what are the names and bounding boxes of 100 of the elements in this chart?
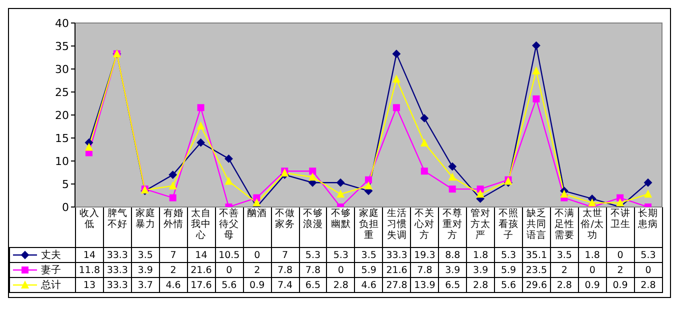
- point: [616, 198, 624, 206]
- data-label: 0: [243, 248, 272, 262]
- data-label: 21.6: [187, 262, 216, 278]
- data-label: 2.8: [466, 278, 495, 292]
- x-tick-label: 太世俗/太功: [578, 207, 606, 248]
- data-label: 5.9: [354, 262, 383, 278]
- point: [309, 168, 316, 175]
- data-label: 7: [159, 248, 188, 262]
- legend-label: 妻子: [41, 264, 61, 276]
- point: [420, 138, 428, 147]
- data-label: 23.5: [522, 262, 550, 278]
- point: [644, 178, 652, 187]
- data-label: 2.8: [634, 278, 662, 292]
- data-label: 33.3: [103, 262, 132, 278]
- data-label: 4.6: [159, 278, 188, 292]
- x-tick-label: 酗酒: [243, 207, 272, 248]
- data-label: 11.8: [76, 262, 104, 278]
- point: [308, 172, 317, 181]
- data-label: 19.3: [410, 248, 439, 262]
- x-tick-label: 管对方太严: [466, 207, 495, 248]
- point: [588, 198, 596, 206]
- data-label: 0.9: [243, 278, 272, 292]
- data-label: 7.8: [299, 262, 327, 278]
- data-label: 14: [187, 248, 216, 262]
- data-label: 4.6: [354, 278, 383, 292]
- data-label: 35.1: [522, 248, 550, 262]
- data-label: 2: [606, 262, 634, 278]
- x-tick-label: 收入低: [76, 207, 104, 248]
- point: [197, 104, 204, 112]
- data-label: 5.6: [215, 278, 244, 292]
- data-label: 0: [215, 262, 244, 278]
- data-label: 5.3: [299, 248, 327, 262]
- point: [560, 190, 568, 198]
- x-tick-label: 不照看孩子: [494, 207, 522, 248]
- data-label: 13: [76, 278, 104, 292]
- data-label: 6.5: [438, 278, 467, 292]
- data-label: 0: [326, 262, 355, 278]
- x-tick-label: 长期患病: [634, 207, 662, 248]
- point: [168, 170, 177, 179]
- point: [168, 181, 177, 190]
- x-tick-label: 太自我中心: [187, 207, 216, 248]
- point: [448, 162, 456, 171]
- data-label: 0: [606, 248, 634, 262]
- data-label: 2.8: [550, 278, 578, 292]
- point: [448, 172, 456, 181]
- point: [365, 176, 372, 184]
- x-tick-label: 不尊重对方: [438, 207, 467, 248]
- data-label: 10.5: [215, 248, 244, 262]
- x-tick-label: 脾气不好: [103, 207, 132, 248]
- data-label: 7.8: [410, 262, 439, 278]
- data-label: 5.9: [494, 262, 522, 278]
- data-label: 3.9: [466, 262, 495, 278]
- point: [336, 190, 345, 198]
- x-tick-label: 不讲卫生: [606, 207, 634, 248]
- point: [196, 122, 205, 130]
- point: [532, 95, 540, 102]
- y-tick-label: 5: [62, 178, 69, 191]
- x-tick-label: 不够幽默: [326, 207, 355, 248]
- y-tick-label: 35: [55, 40, 69, 53]
- data-label: 14: [76, 248, 104, 262]
- point: [448, 186, 456, 193]
- legend-label: 总计: [41, 280, 61, 290]
- data-label: 0.9: [606, 278, 634, 292]
- point: [644, 190, 652, 198]
- data-label: 33.3: [103, 278, 132, 292]
- point: [196, 138, 205, 147]
- data-label: 6.5: [299, 278, 327, 292]
- y-tick-label: 30: [55, 62, 69, 76]
- point: [532, 66, 540, 74]
- point: [252, 198, 261, 206]
- y-tick-label: 10: [55, 154, 69, 168]
- point: [336, 178, 345, 187]
- point: [476, 186, 484, 193]
- data-label: 2: [550, 262, 578, 278]
- data-label: 5.3: [494, 248, 522, 262]
- data-label: 2.8: [326, 278, 355, 292]
- data-label: 5.3: [634, 248, 662, 262]
- x-tick-label: 不做家务: [271, 207, 299, 248]
- data-label: 0: [578, 262, 606, 278]
- point: [392, 104, 400, 112]
- x-tick-label: 缺乏共同语言: [522, 207, 550, 248]
- x-tick-label: 不满足性需要: [550, 207, 578, 248]
- data-label: 0: [634, 262, 662, 278]
- legend-label: 丈夫: [41, 250, 61, 260]
- data-label: 1.8: [466, 248, 495, 262]
- data-label: 5.6: [494, 278, 522, 292]
- data-label: 3.5: [354, 248, 383, 262]
- data-label: 8.8: [438, 248, 467, 262]
- data-label: 13.9: [410, 278, 439, 292]
- point: [169, 194, 176, 202]
- data-label: 3.7: [131, 278, 160, 292]
- data-label: 21.6: [382, 262, 411, 278]
- y-tick-label: 15: [55, 132, 69, 145]
- point: [392, 74, 400, 83]
- y-tick-label: 20: [55, 108, 69, 122]
- data-label: 29.6: [522, 278, 550, 292]
- data-label: 33.3: [103, 248, 132, 262]
- data-label: 33.3: [382, 248, 411, 262]
- data-label: 17.6: [187, 278, 216, 292]
- y-tick-label: 40: [55, 16, 69, 30]
